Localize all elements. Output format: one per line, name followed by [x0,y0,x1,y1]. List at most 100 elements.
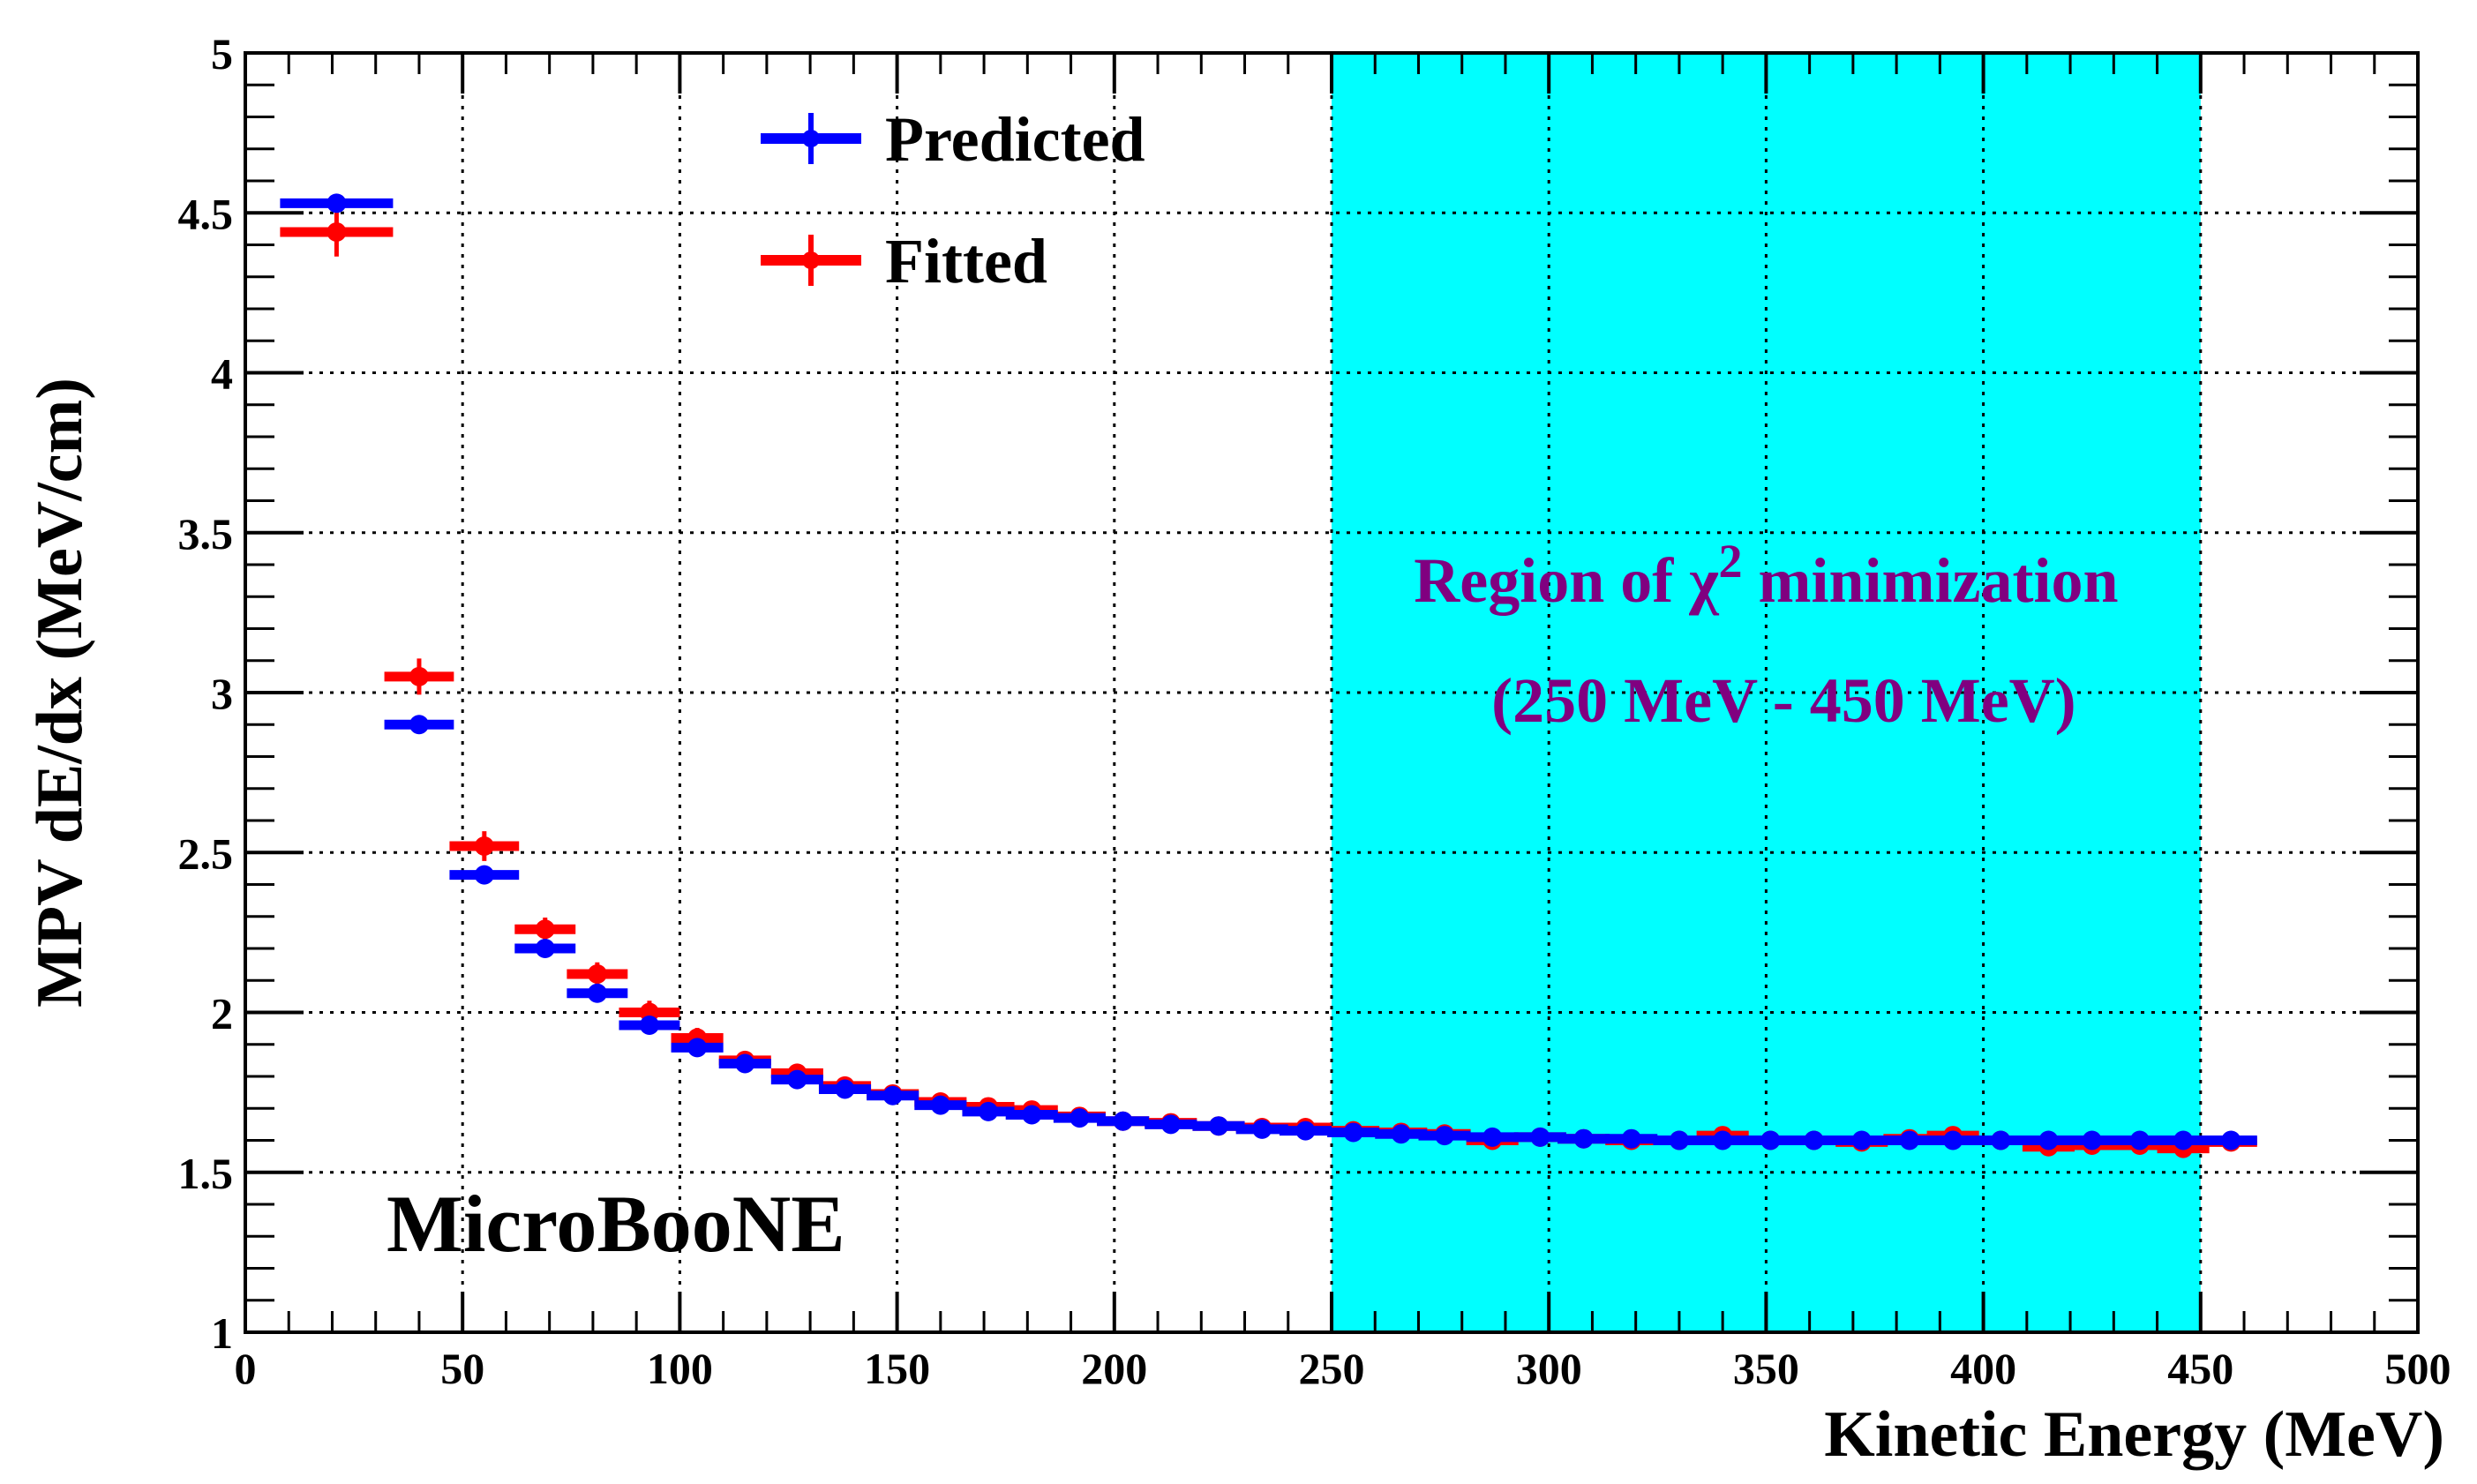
predicted-marker [1804,1130,1824,1150]
predicted-data-point [1466,1127,1519,1147]
predicted-data-point [914,1095,967,1115]
predicted-marker [2082,1130,2102,1150]
predicted-marker [474,865,494,885]
predicted-data-point [1145,1114,1197,1135]
predicted-marker [1113,1111,1133,1131]
predicted-data-point [2066,1130,2119,1150]
predicted-marker [1160,1114,1181,1135]
predicted-marker [1573,1128,1594,1149]
region-label-end: minimization [1743,545,2119,616]
fitted-marker [409,666,429,686]
predicted-data-point [1279,1120,1332,1141]
predicted-marker [1991,1130,2011,1150]
predicted-marker [1713,1130,1733,1150]
predicted-data-point [1696,1130,1749,1150]
predicted-data-point [619,1016,680,1035]
y-tick-label: 2.5 [178,828,234,878]
predicted-marker [930,1095,950,1115]
predicted-marker [1070,1108,1090,1128]
predicted-data-point [2157,1130,2210,1150]
predicted-marker [1482,1127,1503,1147]
region-annotation-line2: (250 MeV - 450 MeV) [1491,665,2075,736]
x-tick-label: 50 [440,1344,484,1393]
predicted-data-point [1558,1128,1610,1149]
y-tick-label: 3 [211,669,233,718]
x-tick-label: 200 [1081,1344,1147,1393]
predicted-data-point [718,1053,771,1074]
y-tick-label: 3.5 [178,509,234,558]
predicted-data-point [1327,1122,1380,1143]
predicted-data-point [671,1038,724,1058]
x-tick-label: 100 [647,1344,713,1393]
region-chi-superscript: 2 [1719,535,1743,588]
predicted-marker [1295,1120,1316,1141]
fitted-marker [474,836,494,856]
predicted-data-point [770,1069,823,1090]
predicted-data-point [1418,1126,1471,1146]
y-tick-label: 5 [211,29,233,79]
predicted-marker [1899,1130,1919,1150]
predicted-data-point [567,983,628,1003]
predicted-marker [535,939,555,958]
fitted-data-point [384,658,454,695]
y-tick-label: 4 [211,349,233,399]
legend-fitted-label: Fitted [885,226,1047,296]
fitted-marker [587,964,607,984]
region-chi-symbol: χ [1688,545,1719,616]
fitted-data-point [567,962,628,986]
predicted-data-point [514,939,576,958]
legend: Predicted Fitted [761,104,1145,296]
data-series [280,193,2257,1158]
predicted-data-point [867,1085,919,1106]
predicted-marker [979,1101,999,1121]
x-tick-label: 250 [1299,1344,1365,1393]
predicted-data-point [1605,1128,1658,1149]
predicted-marker [1391,1124,1411,1144]
predicted-data-point [449,865,520,885]
predicted-data-point [384,715,454,735]
fitted-data-point [280,207,394,257]
predicted-data-point [1974,1130,2027,1150]
y-tick-label: 4.5 [178,189,234,238]
predicted-marker [587,983,607,1003]
legend-entry-predicted: Predicted [761,104,1145,175]
predicted-marker [1022,1105,1042,1125]
predicted-data-point [1005,1105,1058,1125]
region-label-start: Region of [1414,545,1689,616]
predicted-data-point [2204,1130,2257,1150]
predicted-marker [2221,1130,2241,1150]
x-tick-label: 500 [2385,1344,2451,1393]
predicted-marker [2038,1130,2059,1150]
grid-lines [245,53,2418,1332]
predicted-marker [882,1085,903,1106]
predicted-marker [1943,1130,1963,1150]
microboone-label: MicroBooNE [387,1179,845,1269]
predicted-marker [1851,1130,1872,1150]
x-tick-label: 450 [2167,1344,2233,1393]
predicted-data-point [1788,1130,1841,1150]
x-tick-label: 300 [1516,1344,1582,1393]
y-axis-title: MPV dE/dx (MeV/cm) [24,378,96,1008]
y-tick-label: 1 [211,1308,233,1358]
x-tick-label: 350 [1733,1344,1799,1393]
fitted-data-point [514,918,576,941]
x-axis-title: Kinetic Energy (MeV) [1824,1398,2444,1471]
legend-predicted-label: Predicted [885,104,1145,175]
predicted-marker [2129,1130,2150,1150]
predicted-data-point [1097,1111,1150,1131]
x-tick-label: 0 [235,1344,257,1393]
y-tick-label: 1.5 [178,1149,234,1198]
predicted-data-point [818,1079,872,1099]
predicted-marker [639,1016,659,1035]
predicted-marker [687,1038,708,1058]
predicted-marker [1435,1126,1455,1146]
predicted-marker [327,193,347,214]
y-tick-label: 2 [211,989,233,1038]
region-annotation-line1: Region of χ2 minimization [1414,535,2118,616]
predicted-marker [409,715,429,735]
predicted-data-point [1835,1130,1888,1150]
legend-fitted-point [802,251,820,269]
predicted-marker [1343,1122,1363,1143]
predicted-data-point [280,193,394,214]
